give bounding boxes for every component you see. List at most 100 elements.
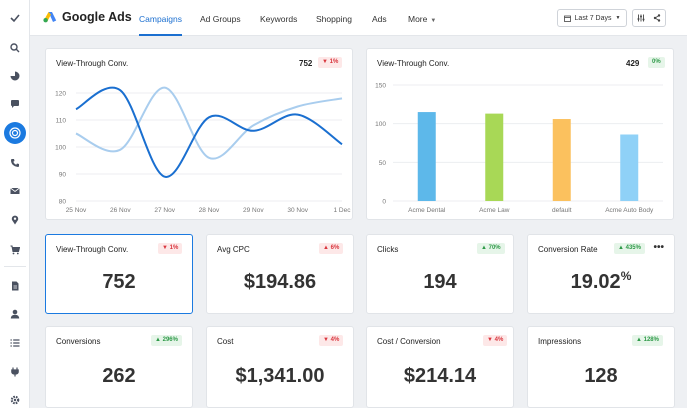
metric-card-conversions[interactable]: Conversions ▲ 296% 262 — [45, 326, 193, 408]
bar-chart-card: View-Through Conv. 429 0% 0 50 100 150 Acme … — [366, 48, 674, 220]
y-tick-label: 110 — [56, 118, 67, 125]
metric-value: $1,341.00 — [235, 365, 325, 387]
search-icon[interactable] — [0, 38, 30, 58]
tab-ad-groups[interactable]: Ad Groups — [200, 14, 241, 24]
chat-icon[interactable] — [0, 94, 30, 114]
bar — [417, 112, 436, 201]
settings-icon[interactable] — [0, 390, 30, 408]
metric-value: 752 — [102, 271, 136, 293]
x-tick-label: 1 Dec — [334, 207, 352, 214]
bar-chart-change-badge: 0% — [648, 57, 665, 68]
toolbar-button-group — [632, 9, 666, 27]
metric-change-badge: ▲ 70% — [477, 243, 505, 254]
metric-value: 262 — [102, 365, 136, 387]
metric-value: 128 — [584, 365, 618, 387]
tab-more[interactable]: More ▼ — [408, 0, 436, 36]
series-line — [75, 86, 343, 160]
list-icon[interactable] — [0, 333, 30, 353]
mail-icon[interactable] — [0, 181, 30, 201]
app-title: Google Ads — [62, 10, 132, 24]
x-tick-label: default — [552, 207, 572, 214]
metric-card-clicks[interactable]: Clicks ▲ 70% 194 — [366, 234, 514, 314]
metric-change-badge: ▼ 1% — [158, 243, 183, 254]
y-tick-label: 100 — [55, 145, 66, 152]
metric-change: 70% — [488, 245, 501, 251]
cart-icon[interactable] — [0, 240, 30, 260]
chevron-down-icon: ▼ — [430, 18, 437, 24]
y-tick-label: 90 — [59, 172, 67, 179]
check-icon[interactable] — [0, 8, 30, 28]
line-chart-value: 752 — [299, 59, 313, 68]
line-chart-card: View-Through Conv. 752 ▼ 1% 80 90 100 110 12… — [45, 48, 353, 220]
metric-title: Conversion Rate — [538, 245, 598, 254]
chevron-down-icon: ▼ — [615, 15, 621, 21]
metric-title: Clicks — [377, 245, 399, 254]
metric-title: Cost — [217, 337, 234, 346]
y-tick-label: 120 — [55, 91, 66, 98]
metric-card-avg-cpc[interactable]: Avg CPC ▲ 6% $194.86 — [206, 234, 354, 314]
y-tick-label: 0 — [382, 199, 386, 206]
calendar-icon — [563, 15, 571, 22]
target-icon[interactable] — [4, 122, 26, 144]
metric-title: Impressions — [538, 337, 582, 346]
metric-title: Cost / Conversion — [377, 337, 441, 346]
metric-change: 435% — [625, 245, 641, 251]
x-tick-label: Acme Auto Body — [605, 207, 654, 214]
metric-change: 6% — [330, 245, 340, 251]
user-icon[interactable] — [0, 304, 30, 324]
x-tick-label: 29 Nov — [243, 207, 264, 214]
metric-value: 194 — [423, 271, 457, 293]
x-tick-label: 26 Nov — [110, 207, 131, 214]
metric-change-badge: ▲ 6% — [319, 243, 344, 254]
metric-title: Avg CPC — [217, 245, 250, 254]
line-chart-change-badge: ▼ 1% — [318, 57, 343, 68]
line-chart-title: View-Through Conv. — [56, 59, 129, 68]
line-chart-change: 1% — [329, 59, 339, 65]
date-range-button[interactable]: Last 7 Days ▼ — [557, 9, 627, 27]
pie-chart-icon[interactable] — [0, 66, 30, 86]
sidebar — [0, 0, 30, 408]
line-chart: 80 90 100 110 120 25 Nov 26 Nov 27 Nov 28 Nov 29 … — [55, 86, 352, 214]
tab-ads[interactable]: Ads — [372, 14, 387, 24]
phone-icon[interactable] — [0, 153, 30, 173]
metric-change: 4% — [494, 337, 504, 343]
metric-change: 4% — [330, 337, 340, 343]
metric-change-badge: ▼ 4% — [319, 335, 344, 346]
bar-chart: 0 50 100 150 Acme Dental Acme Law default Acme … — [375, 83, 663, 214]
google-ads-logo: Google Ads — [43, 10, 132, 24]
more-options-icon[interactable]: ••• — [653, 242, 664, 253]
metric-change-badge: ▲ 296% — [151, 335, 182, 346]
y-tick-label: 100 — [375, 121, 386, 128]
bar-chart-value: 429 — [626, 59, 640, 68]
metric-change: 1% — [169, 245, 179, 251]
metric-card-impressions[interactable]: Impressions ▲ 128% 128 — [527, 326, 675, 408]
document-icon[interactable] — [0, 276, 30, 296]
metric-change-badge: ▼ 4% — [483, 335, 508, 346]
plug-icon[interactable] — [0, 362, 30, 382]
tab-more-label: More — [408, 14, 428, 24]
sliders-icon[interactable] — [637, 14, 645, 22]
x-tick-label: 28 Nov — [199, 207, 220, 214]
metric-value: 19.02% — [528, 269, 674, 294]
tab-shopping[interactable]: Shopping — [316, 14, 352, 24]
metric-card-view-through-conv[interactable]: View-Through Conv. ▼ 1% 752 — [45, 234, 193, 314]
y-tick-label: 50 — [379, 160, 387, 167]
x-tick-label: 25 Nov — [66, 207, 87, 214]
metric-number: 19.02 — [570, 271, 621, 293]
top-bar: Google Ads Campaigns Ad Groups Keywords … — [30, 0, 687, 36]
metric-suffix: % — [620, 269, 632, 283]
x-tick-label: 27 Nov — [154, 207, 175, 214]
metric-card-conversion-rate[interactable]: Conversion Rate ▲ 435% ••• 19.02% — [527, 234, 675, 314]
metric-change-badge: ▲ 435% — [614, 243, 645, 254]
bar — [485, 113, 504, 201]
metric-value: $194.86 — [243, 271, 317, 293]
tab-keywords[interactable]: Keywords — [260, 14, 298, 24]
metric-card-cost[interactable]: Cost ▼ 4% $1,341.00 — [206, 326, 354, 408]
share-icon[interactable] — [653, 14, 661, 22]
metric-title: View-Through Conv. — [56, 245, 129, 254]
sidebar-divider — [4, 266, 26, 267]
metric-card-cost-per-conversion[interactable]: Cost / Conversion ▼ 4% $214.14 — [366, 326, 514, 408]
location-icon[interactable] — [0, 210, 30, 230]
tab-campaigns[interactable]: Campaigns — [139, 0, 182, 36]
x-tick-label: Acme Law — [479, 207, 510, 214]
